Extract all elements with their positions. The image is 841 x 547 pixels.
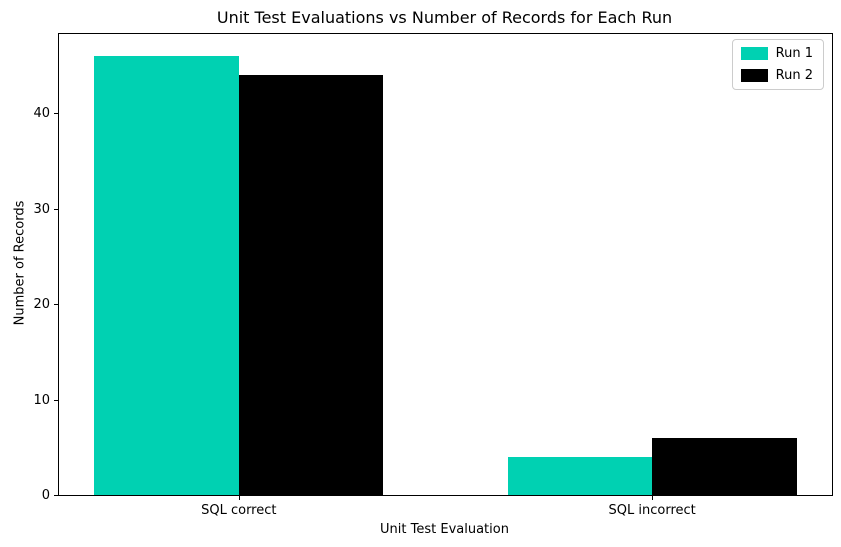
legend-item-run-1: Run 1 (740, 46, 813, 61)
legend: Run 1 Run 2 (731, 39, 824, 90)
bar-run-2-sql-correct (238, 75, 384, 495)
legend-item-run-2: Run 2 (740, 68, 813, 83)
x-axis-label: Unit Test Evaluation (380, 522, 509, 537)
y-tick-label: 10 (33, 392, 50, 408)
plot-area: Run 1 Run 2 (58, 33, 833, 496)
legend-label-run-2: Run 2 (775, 68, 813, 83)
bar-run-1-sql-incorrect (507, 456, 653, 495)
x-tick-label: SQL correct (201, 503, 277, 518)
y-tick-mark (54, 495, 58, 496)
x-tick-mark (652, 496, 654, 500)
x-tick-label: SQL incorrect (608, 503, 696, 518)
y-tick-label: 40 (33, 106, 50, 122)
bar-run-2-sql-incorrect (652, 437, 797, 495)
y-tick-label: 0 (41, 488, 50, 503)
y-tick-mark (54, 208, 58, 210)
legend-swatch-run-1 (740, 47, 768, 60)
y-tick-mark (54, 399, 58, 401)
y-tick-mark (54, 304, 58, 306)
y-tick-label: 20 (33, 297, 50, 313)
bars-layer (59, 34, 832, 495)
legend-label-run-1: Run 1 (775, 46, 813, 61)
x-tick-mark (238, 496, 240, 500)
bar-run-1-sql-correct (94, 55, 239, 495)
legend-swatch-run-2 (740, 69, 768, 82)
chart-title: Unit Test Evaluations vs Number of Recor… (216, 8, 673, 27)
y-tick-label: 30 (33, 201, 50, 217)
y-tick-mark (54, 113, 58, 115)
